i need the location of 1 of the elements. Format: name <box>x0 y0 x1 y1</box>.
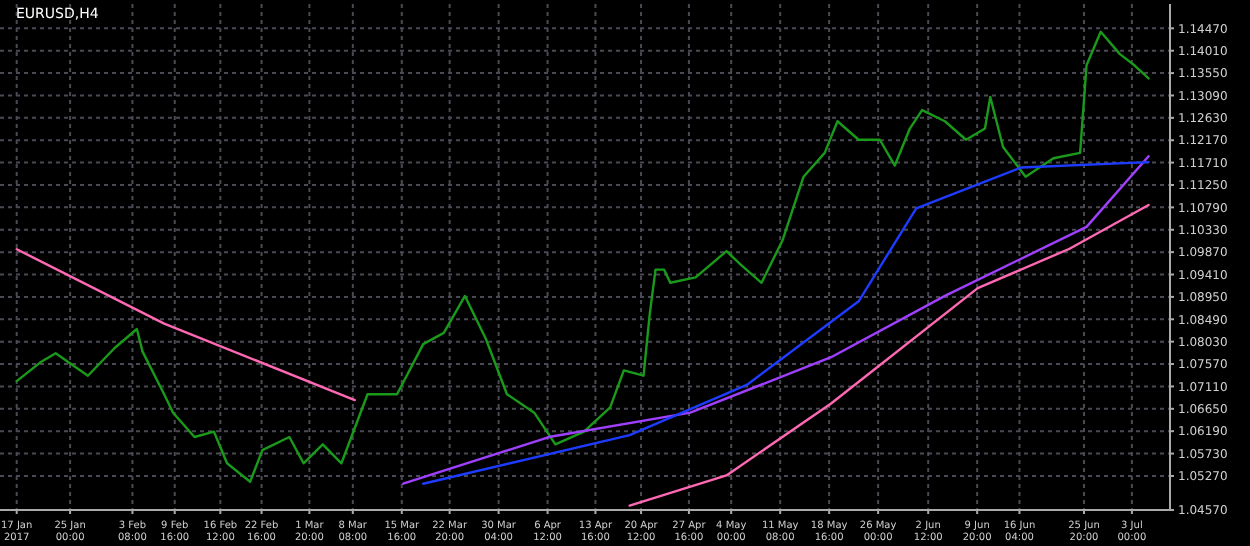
line-series <box>15 30 1150 483</box>
